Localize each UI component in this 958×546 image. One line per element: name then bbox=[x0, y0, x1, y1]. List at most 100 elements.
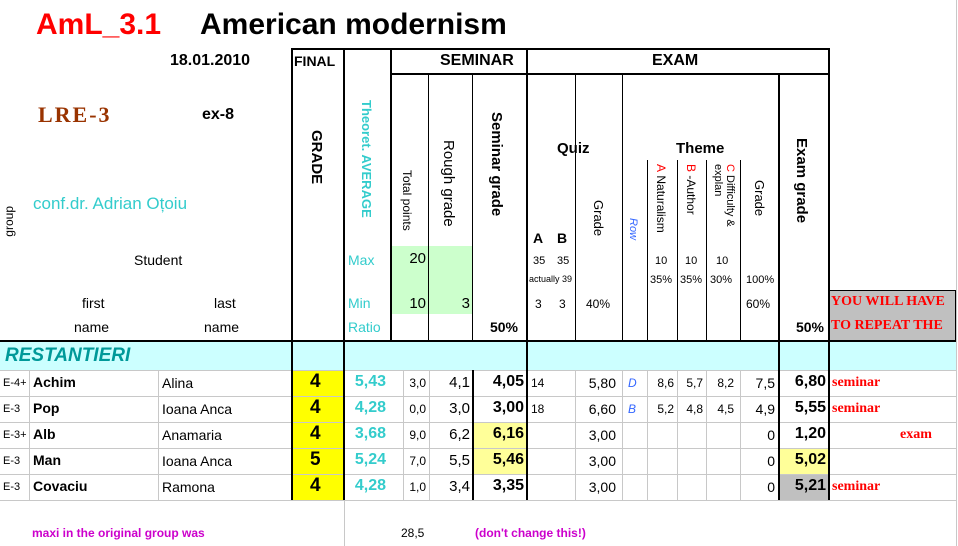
section-band bbox=[0, 342, 956, 370]
exam-grade-cell: 6,80 bbox=[794, 373, 826, 390]
average-cell: 5,43 bbox=[354, 373, 386, 390]
theme-b-text: -Author bbox=[684, 175, 698, 215]
repeat-cell: seminar bbox=[832, 401, 881, 416]
theme-grade-min: 60% bbox=[746, 297, 771, 311]
row-cell: B bbox=[628, 402, 637, 416]
quiz-max-b: 35 bbox=[557, 255, 570, 267]
total-points-cell: 1,0 bbox=[409, 480, 426, 494]
theme-pct-c: 30% bbox=[710, 274, 733, 286]
repeat-text-1: YOU WILL HAVE bbox=[831, 294, 945, 309]
quiz-max-a: 35 bbox=[533, 255, 546, 267]
theme-b-cell: 4,8 bbox=[686, 402, 703, 416]
rough-grade-cell: 5,5 bbox=[449, 452, 470, 469]
rough-grade-cell: 4,1 bbox=[449, 374, 470, 391]
theme-c-header: C Difficulty & explan bbox=[710, 164, 736, 256]
group-cell: E-3 bbox=[3, 403, 21, 415]
quiz-cell: 18 bbox=[531, 402, 545, 416]
quiz-grade-pct: 40% bbox=[586, 297, 611, 311]
group-cell: E-3 bbox=[3, 455, 21, 467]
quiz-grade-cell: 3,00 bbox=[588, 427, 616, 443]
group-cell: E-4+ bbox=[3, 377, 27, 389]
exam-highlight-yellow bbox=[779, 448, 829, 474]
theme-grade-header: Grade bbox=[752, 180, 767, 217]
last-name-cell: Ioana Anca bbox=[162, 401, 233, 417]
teacher-name: conf.dr. Adrian Oțoiu bbox=[33, 194, 188, 213]
quiz-label: Quiz bbox=[557, 140, 590, 157]
footer-note: maxi in the original group was bbox=[32, 526, 205, 540]
exam-label: EXAM bbox=[652, 52, 699, 69]
first-name-cell: Covaciu bbox=[33, 478, 88, 494]
theme-grade-cell: 7,5 bbox=[755, 375, 775, 391]
exam-grade-cell: 5,21 bbox=[794, 477, 826, 494]
last-name-cell: Alina bbox=[162, 375, 194, 391]
seminar-grade-cell: 4,05 bbox=[492, 373, 524, 390]
theme-a-letter: A bbox=[654, 164, 668, 173]
total-points-cell: 9,0 bbox=[409, 428, 426, 442]
last-name-label: name bbox=[204, 319, 240, 335]
footer-value: 28,5 bbox=[401, 526, 425, 540]
average-cell: 3,68 bbox=[354, 425, 386, 442]
quiz-grade-cell: 5,80 bbox=[588, 375, 616, 391]
seminar-grade-header: Seminar grade bbox=[488, 112, 505, 217]
exam-grade-cell: 5,02 bbox=[794, 451, 826, 468]
quiz-grade-header: Grade bbox=[591, 200, 606, 237]
repeat-text-2: TO REPEAT THE bbox=[831, 318, 943, 333]
quiz-actually: actually 39 bbox=[529, 274, 573, 284]
theme-b-header: B -Author bbox=[684, 164, 698, 215]
average-cell: 5,24 bbox=[354, 451, 386, 468]
seminar-grade-cell: 5,46 bbox=[492, 451, 524, 468]
grade-header: GRADE bbox=[308, 130, 325, 185]
exam-highlight-gray bbox=[779, 474, 829, 500]
row-header: Row bbox=[627, 218, 639, 241]
final-cell-bg bbox=[291, 370, 345, 500]
quiz-cell: 14 bbox=[531, 376, 545, 390]
theme-pct-a: 35% bbox=[650, 274, 673, 286]
theme-grade-cell: 0 bbox=[767, 453, 775, 469]
theme-c-cell: 4,5 bbox=[717, 402, 734, 416]
repeat-cell: seminar bbox=[832, 375, 881, 390]
max-label: Max bbox=[348, 252, 375, 268]
first-name-cell: Alb bbox=[33, 426, 56, 442]
quiz-min-a: 3 bbox=[535, 297, 542, 311]
rough-grade-cell: 3,0 bbox=[449, 400, 470, 417]
last-name-cell: Ioana Anca bbox=[162, 453, 233, 469]
exam-grade-cell: 1,20 bbox=[794, 425, 826, 442]
table-row: E-4+ Achim Alina 4 5,43 3,0 4,1 4,05 14 … bbox=[0, 370, 956, 396]
max-min-green-fill bbox=[391, 246, 473, 314]
repeat-cell: exam bbox=[900, 427, 932, 442]
repeat-cell: seminar bbox=[832, 479, 881, 494]
exam-grade-cell: 5,55 bbox=[794, 399, 826, 416]
table-row: E-3 Covaciu Ramona 4 4,28 1,0 3,4 3,35 3… bbox=[0, 474, 956, 500]
max-total: 20 bbox=[409, 250, 426, 267]
last-name-cell: Anamaria bbox=[162, 427, 222, 443]
group-label: group bbox=[2, 206, 16, 237]
final-grade-cell: 4 bbox=[310, 397, 321, 418]
first-name-cell: Achim bbox=[33, 374, 76, 390]
rough-grade-cell: 3,4 bbox=[449, 478, 470, 495]
section-restantieri: RESTANTIERI bbox=[5, 345, 131, 366]
final-grade-cell: 4 bbox=[310, 423, 321, 444]
seminar-label: SEMINAR bbox=[440, 52, 514, 69]
ratio-label: Ratio bbox=[348, 319, 381, 335]
final-grade-cell: 5 bbox=[310, 449, 321, 470]
theme-a-text: Naturalism bbox=[654, 175, 668, 233]
seminar-grade-cell: 3,00 bbox=[492, 399, 524, 416]
seminar-grade-cell: 3,35 bbox=[492, 477, 524, 494]
rough-grade-header: Rough grade bbox=[440, 140, 457, 227]
min-label: Min bbox=[348, 295, 371, 311]
quiz-min-b: 3 bbox=[559, 297, 566, 311]
final-grade-cell: 4 bbox=[310, 475, 321, 496]
first-label: first bbox=[82, 295, 105, 311]
theme-max-a: 10 bbox=[655, 255, 668, 267]
repeat-header-fill bbox=[829, 290, 956, 342]
lre-label: LRE-3 bbox=[38, 102, 112, 127]
quiz-grade-cell: 6,60 bbox=[588, 401, 616, 417]
average-cell: 4,28 bbox=[354, 399, 386, 416]
theme-c-letter: C bbox=[724, 164, 736, 172]
quiz-grade-cell: 3,00 bbox=[588, 479, 616, 495]
min-rough: 3 bbox=[461, 295, 470, 312]
rough-grade-cell: 6,2 bbox=[449, 426, 470, 443]
ex-label: ex-8 bbox=[202, 106, 235, 123]
theme-b-letter: B bbox=[684, 164, 698, 173]
total-points-cell: 0,0 bbox=[409, 402, 426, 416]
